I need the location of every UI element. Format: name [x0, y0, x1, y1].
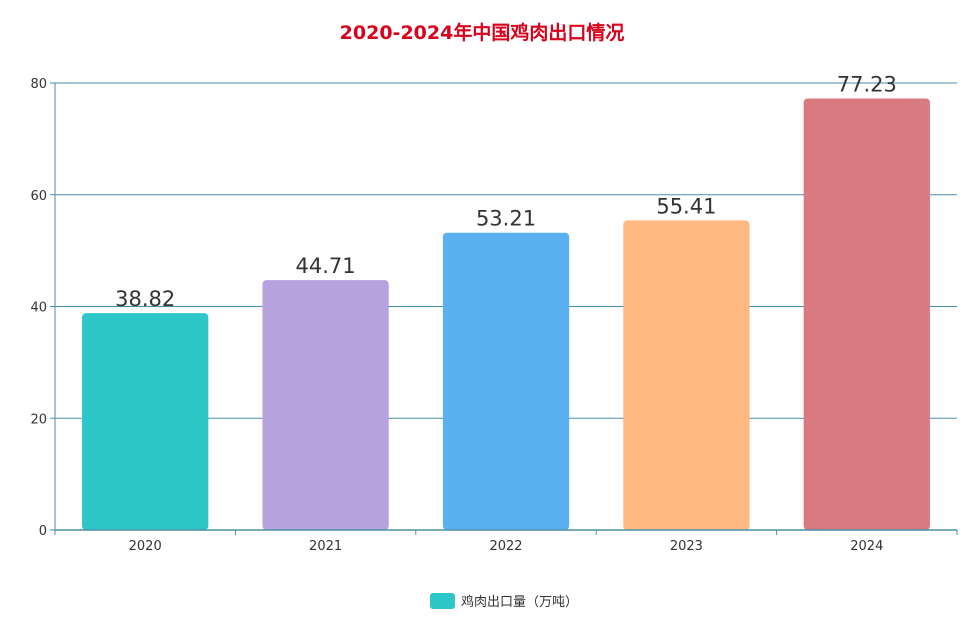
data-label-2021: 44.71 [296, 254, 356, 278]
bar-2022[interactable] [442, 232, 570, 530]
x-axis: 2020 2021 2022 2023 2024 [54, 529, 958, 554]
data-label-2023: 55.41 [656, 194, 716, 218]
y-tick-label: 20 [30, 412, 47, 427]
chart-title: 2020-2024年中国鸡肉出口情况 [340, 21, 625, 44]
x-tick-label: 2020 [129, 539, 162, 554]
bar-2024[interactable] [803, 98, 930, 531]
x-tick-label: 2024 [850, 539, 883, 554]
legend-label[interactable]: 鸡肉出口量（万吨） [461, 594, 578, 610]
legend-swatch[interactable] [430, 593, 455, 609]
y-tick-label: 40 [30, 301, 47, 316]
x-tick-label: 2023 [670, 539, 703, 554]
x-tick-label: 2022 [489, 539, 522, 554]
y-tick-label: 0 [39, 524, 47, 539]
y-tick-label: 60 [30, 189, 47, 204]
x-tick-label: 2021 [309, 539, 342, 554]
data-label-2020: 38.82 [115, 287, 175, 311]
legend[interactable]: 鸡肉出口量（万吨） [430, 593, 578, 610]
bars: 38.82 44.71 53.21 55.41 77.23 [82, 72, 930, 531]
bar-2023[interactable] [623, 220, 750, 531]
bar-2020[interactable] [82, 313, 209, 530]
bar-2021[interactable] [262, 280, 389, 530]
data-label-2024: 77.23 [837, 72, 897, 96]
y-axis: 0 20 40 60 80 [30, 77, 56, 539]
y-tick-label: 80 [30, 77, 47, 92]
data-label-2022: 53.21 [476, 207, 536, 231]
